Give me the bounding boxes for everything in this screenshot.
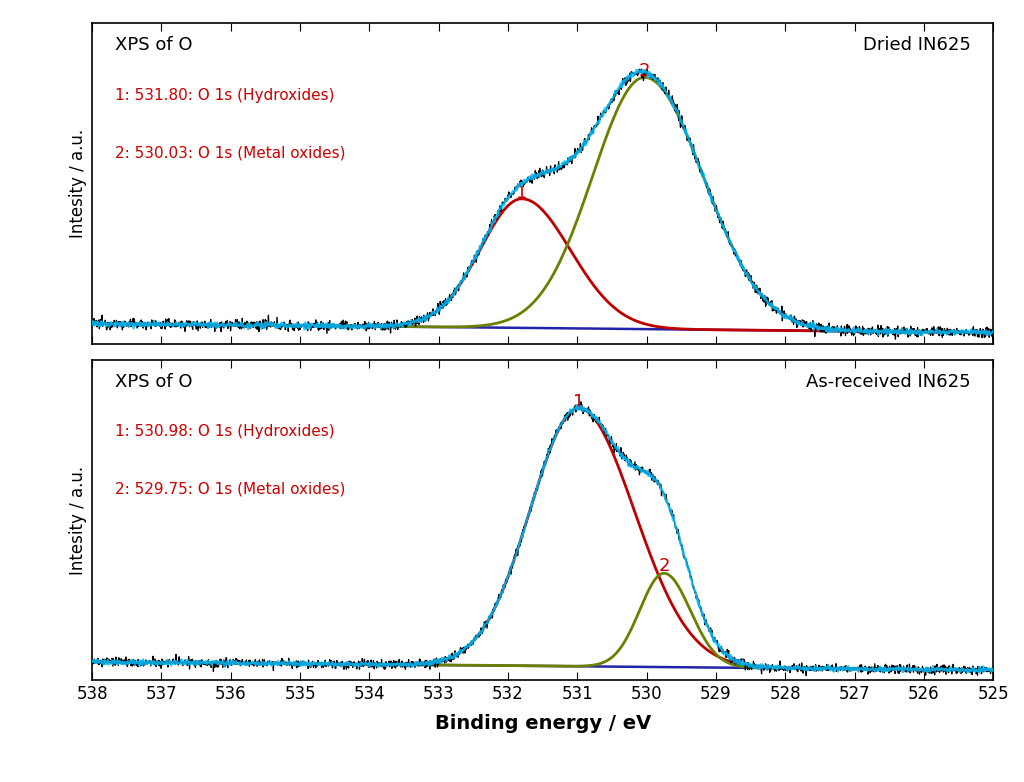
Y-axis label: Intesity / a.u.: Intesity / a.u. (69, 129, 87, 239)
Text: 2: 530.03: O 1s (Metal oxides): 2: 530.03: O 1s (Metal oxides) (115, 145, 345, 160)
Text: As-received IN625: As-received IN625 (806, 373, 971, 391)
Text: XPS of O: XPS of O (115, 36, 193, 54)
Text: 1: 530.98: O 1s (Hydroxides): 1: 530.98: O 1s (Hydroxides) (115, 424, 334, 439)
X-axis label: Binding energy / eV: Binding energy / eV (434, 714, 651, 734)
Text: 1: 531.80: O 1s (Hydroxides): 1: 531.80: O 1s (Hydroxides) (115, 88, 334, 102)
Text: 2: 2 (639, 62, 650, 80)
Y-axis label: Intesity / a.u.: Intesity / a.u. (69, 465, 87, 575)
Text: Dried IN625: Dried IN625 (863, 36, 971, 54)
Text: 1: 1 (573, 393, 585, 411)
Text: 2: 529.75: O 1s (Metal oxides): 2: 529.75: O 1s (Metal oxides) (115, 482, 345, 497)
Text: 2: 2 (658, 557, 670, 575)
Text: 1: 1 (516, 185, 527, 203)
Text: XPS of O: XPS of O (115, 373, 193, 391)
